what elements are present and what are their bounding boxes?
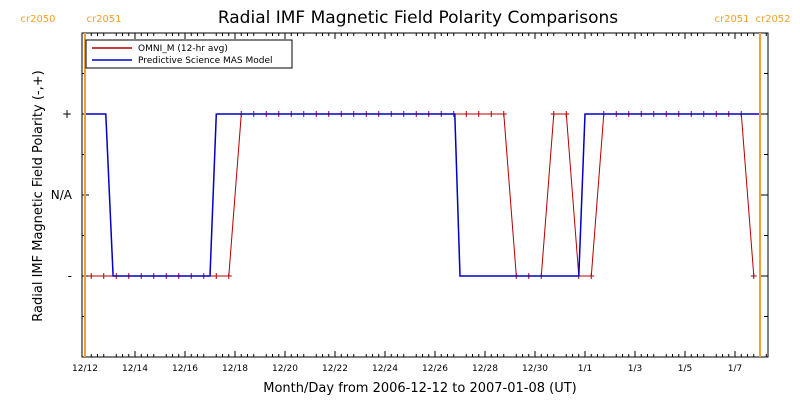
- x-axis-ticks: 12/12 12/14 12/16 12/18 12/20 12/22 12/24 12/26…: [72, 33, 767, 374]
- rotation-label-end-right: cr2052: [755, 14, 790, 25]
- x-tick-label: 12/24: [372, 364, 398, 374]
- omni-data-point: [550, 111, 557, 117]
- omni-data-point: [463, 111, 470, 117]
- x-tick-label: 12/26: [422, 364, 448, 374]
- x-tick-label: 12/28: [472, 364, 498, 374]
- omni-data-point: [750, 273, 757, 279]
- omni-data-point: [563, 111, 570, 117]
- rotation-label-end-left: cr2051: [714, 14, 749, 25]
- x-tick-label: 1/7: [728, 364, 742, 374]
- y-axis-ticks: - N/A +: [51, 32, 768, 358]
- plot-area-border: [81, 32, 769, 358]
- y-tick-label: +: [62, 107, 72, 121]
- legend-label-omni: OMNI_M (12-hr avg): [138, 44, 228, 54]
- series-layer: [85, 111, 760, 279]
- x-tick-label: 12/12: [72, 364, 98, 374]
- x-tick-label: 1/3: [628, 364, 642, 374]
- x-tick-label: 12/30: [522, 364, 548, 374]
- series-line-model: [85, 113, 760, 277]
- omni-data-point: [225, 273, 232, 279]
- omni-data-point: [488, 111, 495, 117]
- rotation-label-start-left: cr2050: [20, 14, 55, 25]
- omni-data-point: [500, 111, 507, 117]
- legend-label-model: Predictive Science MAS Model: [138, 56, 273, 66]
- omni-data-point: [588, 273, 595, 279]
- x-tick-label: 1/5: [678, 364, 692, 374]
- plot-frame: [81, 32, 769, 358]
- omni-data-point: [100, 273, 107, 279]
- chart-title: Radial IMF Magnetic Field Polarity Compa…: [218, 8, 618, 28]
- x-tick-label: 12/14: [122, 364, 148, 374]
- omni-data-point: [475, 111, 482, 117]
- x-axis-label: Month/Day from 2006-12-12 to 2007-01-08 …: [263, 381, 576, 396]
- omni-data-point: [88, 273, 95, 279]
- x-tick-label: 12/16: [172, 364, 198, 374]
- legend-box: [85, 39, 293, 69]
- omni-data-point: [213, 273, 220, 279]
- rotation-labels: cr2050 cr2051 cr2051 cr2052: [20, 14, 790, 25]
- x-tick-label: 12/20: [272, 364, 298, 374]
- rotation-label-start-right: cr2051: [86, 14, 121, 25]
- legend: OMNI_M (12-hr avg) Predictive Science MA…: [85, 39, 293, 69]
- y-axis-label: Radial IMF Magnetic Field Polarity (-,+): [31, 70, 46, 321]
- x-tick-label: 12/22: [322, 364, 348, 374]
- rotation-markers: [84, 33, 761, 357]
- y-tick-label: N/A: [51, 188, 73, 202]
- x-tick-label: 1/1: [578, 364, 592, 374]
- series-line-omni: [91, 113, 755, 277]
- y-tick-label: -: [68, 269, 72, 283]
- x-tick-label: 12/18: [222, 364, 248, 374]
